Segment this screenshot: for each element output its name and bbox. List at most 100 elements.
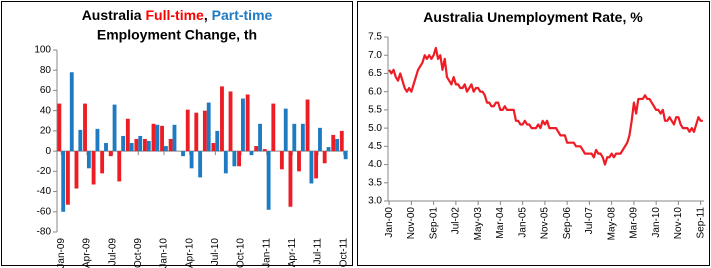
title-part: Full-time [146, 7, 205, 23]
bar [314, 151, 319, 179]
bar [309, 151, 314, 184]
y-tick-label: 0 [45, 146, 51, 157]
y-tick-label: 80 [40, 65, 52, 76]
x-tick-label: Nov-10 [673, 207, 684, 240]
bar [211, 143, 216, 152]
bar [232, 151, 237, 167]
bar [100, 151, 105, 174]
bar [206, 102, 211, 152]
x-tick-label: Jan-05 [517, 207, 528, 238]
bar [160, 125, 164, 152]
bar [172, 124, 177, 152]
bar [194, 112, 199, 152]
bar [189, 151, 194, 169]
x-tick-label: Jan-09 [56, 238, 67, 268]
bar [283, 108, 288, 152]
x-tick-label: Nov-05 [540, 207, 551, 240]
y-tick-label: 40 [40, 105, 52, 116]
bar [292, 123, 297, 152]
bar [326, 147, 331, 152]
y-tick-label: 3.0 [368, 196, 382, 207]
left-panel-border [1, 1, 353, 266]
bar [305, 99, 310, 152]
bar [254, 146, 259, 152]
x-tick-label: May-08 [606, 207, 617, 241]
y-tick-label: 4.5 [368, 141, 382, 152]
x-tick-label: Nov-00 [406, 207, 417, 240]
bar [288, 151, 293, 207]
x-tick-label: Jan-00 [384, 207, 395, 238]
y-tick-label: 6.5 [368, 68, 382, 79]
bar [237, 151, 242, 167]
title-part: Part-time [212, 7, 273, 23]
bar [220, 86, 224, 152]
y-tick-label: 7.0 [368, 50, 382, 61]
bar [69, 72, 74, 152]
y-tick-label: 20 [40, 126, 52, 137]
x-tick-label: Oct-10 [236, 238, 247, 268]
x-tick-label: Jul-11 [313, 238, 324, 265]
x-tick-label: Jan-10 [159, 238, 170, 268]
bar [300, 123, 305, 152]
bar [151, 123, 156, 152]
x-tick-label: Jul-10 [210, 238, 221, 266]
bar [91, 151, 96, 185]
y-tick-label: -80 [37, 227, 52, 238]
line-series [388, 46, 703, 166]
x-tick-label: Jul-02 [451, 207, 462, 235]
x-tick-label: May-03 [473, 207, 484, 241]
bar [202, 110, 207, 152]
bar [108, 151, 113, 157]
x-tick-label: Oct-11 [338, 238, 349, 268]
bar [266, 151, 271, 210]
bar [95, 128, 100, 152]
bar [74, 151, 79, 189]
bar [146, 141, 151, 152]
bar [228, 91, 233, 152]
chart-title: Australia Full-time, Part-time [82, 7, 273, 23]
bar [198, 151, 203, 178]
y-tick-label: 3.5 [368, 177, 382, 188]
bar [65, 151, 70, 205]
x-tick-label: Jan-10 [651, 207, 662, 238]
bar [61, 151, 66, 212]
bar [155, 124, 160, 152]
y-tick-label: -20 [37, 166, 52, 177]
y-tick-label: 60 [40, 85, 52, 96]
bar [121, 135, 126, 152]
x-tick-label: Sep-06 [562, 207, 573, 240]
y-tick-label: 5.5 [368, 105, 382, 116]
x-tick-label: Jul-07 [584, 207, 595, 235]
y-tick-label: 4.0 [368, 159, 382, 170]
x-tick-label: Apr-11 [287, 238, 298, 268]
bar [331, 134, 336, 152]
title-part: Australia [82, 7, 146, 23]
bar [143, 138, 147, 152]
bar [215, 130, 220, 152]
x-tick-label: Oct-09 [133, 238, 144, 268]
bar [245, 94, 250, 152]
bar [318, 127, 322, 152]
right-panel-border [357, 1, 710, 266]
x-tick-label: Sep-01 [428, 207, 439, 240]
x-tick-label: Mar-09 [629, 207, 640, 239]
chart-subtitle: Employment Change, th [97, 27, 257, 43]
bar [271, 103, 276, 152]
x-tick-label: Sep-11 [695, 207, 706, 239]
x-tick-label: Apr-09 [82, 238, 93, 268]
title-part: , [204, 7, 212, 23]
bar [104, 143, 108, 152]
y-tick-label: 5.0 [368, 123, 382, 134]
bar [249, 151, 254, 156]
bar [335, 138, 340, 152]
bar [125, 118, 130, 152]
x-tick-label: Jul-09 [107, 238, 118, 266]
bar [241, 98, 245, 152]
x-tick-label: Jan-11 [261, 238, 272, 268]
bar [78, 129, 83, 152]
bar [134, 138, 139, 152]
bar [138, 135, 143, 152]
bar [262, 149, 267, 152]
y-tick-label: -60 [37, 206, 52, 217]
